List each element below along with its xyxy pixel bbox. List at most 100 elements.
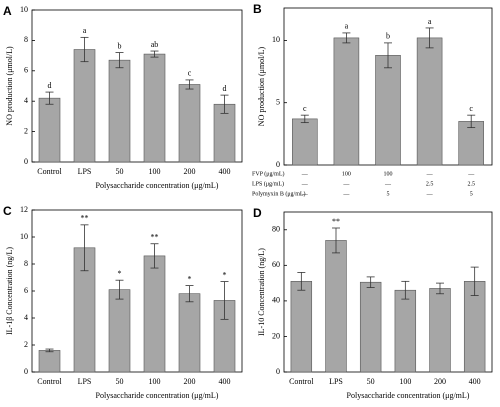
table-cell: —	[342, 191, 350, 197]
x-tick-label: 200	[184, 377, 196, 386]
plot-frame	[283, 211, 493, 373]
y-tick-label: 8	[24, 35, 28, 44]
x-tick-label: 400	[469, 377, 481, 386]
bar	[325, 240, 347, 373]
y-tick-label: 8	[24, 259, 28, 268]
x-tick-label: Control	[37, 377, 62, 386]
y-tick-label: 10	[20, 5, 28, 14]
table-cell: —	[467, 171, 475, 177]
significance-label: **	[81, 214, 89, 223]
x-tick-label: 50	[116, 377, 124, 386]
y-tick-label: 2	[24, 126, 28, 135]
bar	[143, 53, 166, 163]
y-tick-label: 10	[20, 232, 28, 241]
bar	[429, 288, 451, 373]
y-tick-label: 4	[24, 313, 28, 322]
bar	[108, 289, 131, 373]
y-tick-label: 0	[276, 367, 280, 376]
x-tick-label: 100	[149, 377, 161, 386]
x-tick-label: 200	[434, 377, 446, 386]
significance-label: c	[469, 104, 473, 113]
x-tick-label: 50	[367, 377, 375, 386]
bar	[359, 281, 382, 373]
x-tick-label: 100	[149, 167, 161, 176]
y-axis-label: IL-1β Concentration (ng/L)	[5, 247, 14, 335]
y-tick-label: 4	[24, 96, 28, 105]
table-cell: —	[301, 181, 309, 187]
y-axis-label: IL-10 Concentration (ng/L)	[257, 248, 266, 336]
significance-label: *	[223, 270, 227, 279]
x-tick-label: Control	[289, 377, 314, 386]
y-axis-label: NO production (μmol/L)	[257, 46, 266, 126]
x-axis-label: Polysaccharide concentration (μg/mL)	[96, 391, 219, 400]
table-cell: 5	[470, 191, 473, 197]
panel-letter: A	[3, 4, 12, 18]
bar	[375, 55, 401, 166]
bar	[333, 37, 360, 166]
table-cell: 2.5	[426, 181, 434, 187]
plot-frame	[31, 209, 243, 373]
x-tick-label: 50	[116, 167, 124, 176]
y-tick-label: 60	[272, 260, 280, 269]
y-tick-label: 12	[20, 205, 28, 214]
significance-label: *	[188, 274, 192, 283]
table-cell: —	[342, 181, 350, 187]
significance-label: c	[188, 69, 192, 78]
x-tick-label: 200	[184, 167, 196, 176]
x-axis-label: Polysaccharide concentration (μg/mL)	[96, 181, 219, 190]
bar	[458, 121, 484, 166]
plot-frame	[31, 9, 243, 163]
significance-label: **	[332, 217, 340, 226]
table-cell: —	[384, 181, 392, 187]
y-tick-label: 20	[272, 331, 280, 340]
bar	[292, 118, 318, 166]
y-tick-label: 6	[24, 66, 28, 75]
significance-label: c	[303, 104, 307, 113]
significance-label: *	[118, 269, 122, 278]
panel-letter: D	[253, 206, 262, 220]
y-tick-label: 80	[272, 225, 280, 234]
y-tick-label: 0	[276, 160, 280, 169]
significance-label: a	[345, 22, 349, 31]
y-tick-label: 5	[276, 98, 280, 107]
bar	[108, 59, 131, 163]
bar	[394, 289, 417, 373]
bar	[416, 37, 443, 166]
x-tick-label: LPS	[78, 167, 92, 176]
significance-label: b	[118, 41, 122, 50]
x-tick-label: Control	[37, 167, 62, 176]
table-cell: —	[301, 191, 309, 197]
table-cell: —	[301, 171, 309, 177]
y-tick-label: 0	[24, 157, 28, 166]
y-tick-label: 10	[272, 35, 280, 44]
table-cell: —	[426, 171, 434, 177]
table-cell: 2.5	[467, 181, 475, 187]
bar	[38, 350, 61, 373]
table-cell: 5	[387, 191, 390, 197]
y-axis-label: NO production (μmol/L)	[5, 46, 14, 126]
y-tick-label: 0	[24, 367, 28, 376]
panel-letter: C	[3, 204, 12, 218]
bar	[73, 49, 96, 163]
significance-label: b	[386, 32, 390, 41]
y-tick-label: 40	[272, 296, 280, 305]
table-row-label: Polymyxin B (μg/mL)	[252, 190, 306, 197]
bar	[290, 281, 313, 373]
bar	[38, 97, 61, 163]
table-cell: 100	[342, 171, 351, 177]
bar	[178, 293, 201, 373]
significance-label: d	[223, 84, 227, 93]
table-row-label: LPS (μg/mL)	[252, 180, 284, 187]
panel-letter: B	[253, 2, 262, 16]
x-tick-label: LPS	[329, 377, 343, 386]
x-tick-label: 400	[219, 167, 231, 176]
significance-label: a	[83, 26, 87, 35]
y-tick-label: 6	[24, 286, 28, 295]
table-cell: —	[426, 191, 434, 197]
table-cell: 100	[384, 171, 393, 177]
significance-label: **	[151, 233, 159, 242]
significance-label: d	[48, 81, 52, 90]
x-tick-label: 400	[219, 377, 231, 386]
x-axis-label: Polysaccharide concentration (μg/mL)	[347, 391, 470, 400]
